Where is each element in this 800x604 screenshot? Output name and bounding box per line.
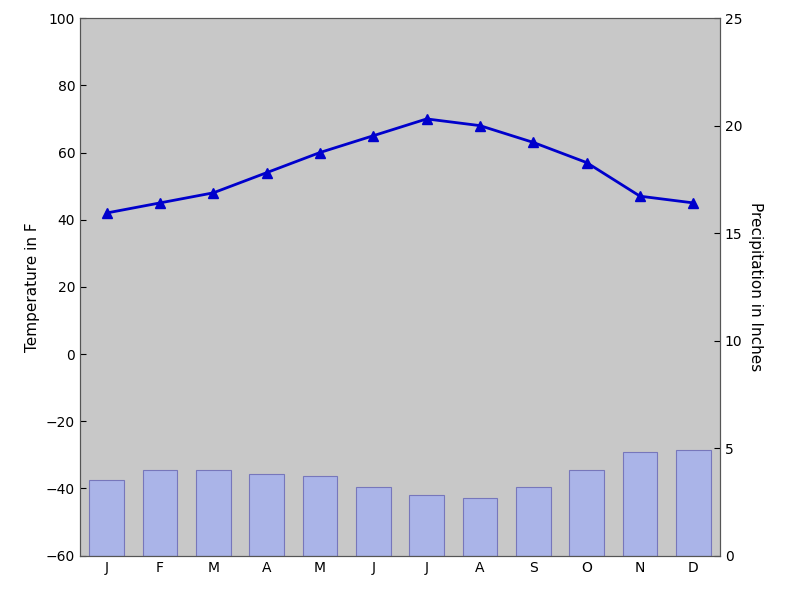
Bar bbox=[196, 470, 230, 556]
Bar bbox=[356, 487, 390, 556]
Bar bbox=[622, 452, 658, 556]
Bar bbox=[302, 476, 338, 556]
Y-axis label: Precipitation in Inches: Precipitation in Inches bbox=[748, 202, 763, 371]
Bar bbox=[90, 480, 124, 556]
Bar bbox=[570, 470, 604, 556]
Bar bbox=[410, 495, 444, 556]
Bar bbox=[142, 470, 178, 556]
Bar bbox=[250, 474, 284, 556]
Bar bbox=[676, 451, 710, 556]
Bar bbox=[516, 487, 550, 556]
Bar bbox=[462, 498, 498, 556]
Y-axis label: Temperature in F: Temperature in F bbox=[26, 222, 40, 352]
